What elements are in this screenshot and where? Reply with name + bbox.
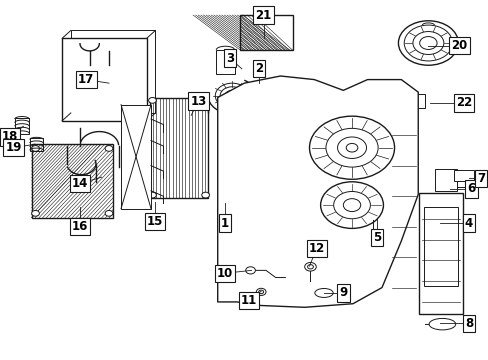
Bar (216, 50, 234, 74)
Text: 15: 15 (146, 215, 163, 228)
Text: 14: 14 (72, 177, 88, 190)
Circle shape (32, 145, 40, 151)
Circle shape (202, 98, 209, 103)
Circle shape (202, 192, 209, 198)
Bar (30, 138, 43, 151)
Text: 10: 10 (216, 267, 233, 280)
Text: 21: 21 (255, 9, 271, 22)
Circle shape (404, 25, 451, 61)
Bar (240, 15, 292, 50)
Bar (62, 39, 146, 121)
Circle shape (304, 262, 316, 271)
Bar (418, 193, 462, 315)
Bar (150, 98, 207, 198)
Circle shape (105, 145, 113, 151)
Circle shape (337, 137, 366, 158)
Text: 6: 6 (467, 183, 474, 195)
Circle shape (258, 290, 263, 294)
Text: 12: 12 (308, 242, 324, 255)
Circle shape (105, 211, 113, 216)
Text: 19: 19 (5, 141, 22, 154)
Text: 11: 11 (241, 294, 257, 307)
Polygon shape (217, 76, 417, 307)
Text: 2: 2 (254, 62, 263, 75)
Ellipse shape (314, 288, 332, 297)
Circle shape (325, 129, 377, 167)
Text: 22: 22 (455, 96, 471, 109)
Ellipse shape (428, 319, 455, 330)
Circle shape (148, 98, 156, 103)
Circle shape (333, 192, 369, 219)
Circle shape (245, 267, 255, 274)
Circle shape (307, 265, 313, 269)
Circle shape (343, 199, 360, 212)
Text: 5: 5 (372, 231, 381, 244)
Text: 16: 16 (72, 220, 88, 233)
Bar (453, 170, 473, 181)
Circle shape (32, 211, 40, 216)
Circle shape (309, 116, 394, 179)
Bar (423, 207, 457, 286)
Text: 1: 1 (221, 216, 228, 230)
Circle shape (398, 21, 457, 65)
Text: 13: 13 (190, 95, 206, 108)
Text: 8: 8 (464, 317, 472, 330)
Bar (15, 118, 29, 134)
Text: 4: 4 (464, 216, 472, 230)
Circle shape (419, 37, 436, 49)
Circle shape (320, 182, 383, 228)
Text: 7: 7 (476, 172, 484, 185)
Text: 18: 18 (2, 130, 18, 144)
Bar (434, 169, 456, 191)
Circle shape (412, 32, 443, 54)
Circle shape (256, 288, 265, 296)
Bar (71, 31, 155, 113)
Text: 17: 17 (78, 73, 94, 86)
Bar (381, 94, 425, 108)
Text: 9: 9 (339, 287, 347, 300)
Circle shape (148, 192, 156, 198)
Bar (121, 105, 151, 209)
Text: 3: 3 (225, 51, 233, 64)
Bar (32, 144, 113, 218)
Circle shape (346, 143, 357, 152)
Text: 20: 20 (450, 39, 467, 52)
